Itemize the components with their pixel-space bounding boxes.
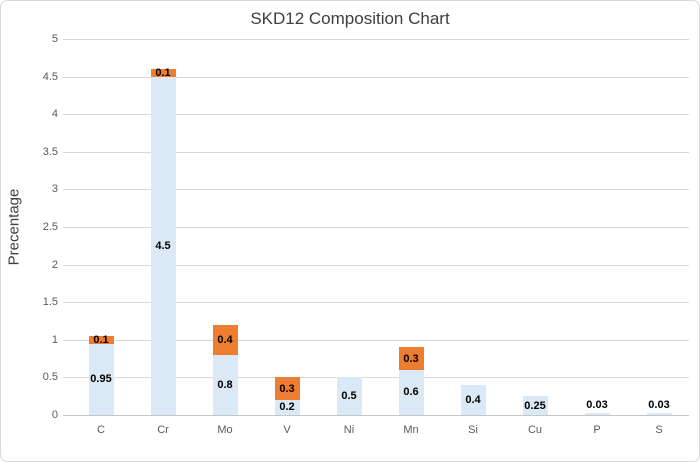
bar-label-series-1-P: 0.03 [586,398,608,411]
gridline [63,39,689,40]
y-tick-label: 5 [51,33,58,45]
x-category-label: Si [468,424,478,436]
bar-segment-series-1-P [584,412,610,415]
y-tick-label: 3 [51,183,58,196]
x-category-label: C [97,424,105,436]
bar-label-series-2-Mo: 0.4 [217,333,233,346]
chart-title: SKD12 Composition Chart [250,9,450,28]
bar-label-series-1-C: 0.95 [90,373,112,386]
bar-segment-series-1-Mn [398,369,424,415]
gridline [63,114,689,116]
x-category-label: P [593,424,601,436]
gridline [63,302,689,304]
bar-segment-series-2-V [274,377,300,400]
y-tick-label: 0.5 [42,371,58,384]
y-tick-label: 4 [51,108,58,121]
gridline [63,76,689,78]
gridline [63,189,689,191]
bar-segment-series-1-S [646,412,672,415]
bar-label-series-1-Cr: 4.5 [155,239,171,252]
bar-segment-series-1-Ni [336,377,362,415]
bar-label-series-1-Si: 0.4 [465,393,481,406]
x-category-label: S [655,424,663,436]
x-category-label: Mn [403,424,419,436]
y-tick-label: 0 [51,409,58,421]
bar-label-series-1-Mn: 0.6 [403,386,419,399]
x-category-label: Cu [527,424,543,436]
x-axis-line [63,415,689,416]
y-tick-label: 4.5 [42,70,58,83]
bar-label-series-2-C: 0.1 [93,333,109,346]
bar-segment-series-1-Mo [212,354,238,415]
bar-label-series-2-Cr: 0.1 [155,66,171,79]
gridline [63,264,689,266]
x-category-label: Cr [157,424,169,436]
bar-segment-series-1-Cu [522,396,548,415]
bar-label-series-1-Cu: 0.25 [524,399,546,412]
bar-label-series-1-Mo: 0.8 [217,378,233,391]
y-tick-label: 3.5 [42,145,58,158]
bar-segment-series-1-Si [460,384,486,415]
gridline [63,339,689,341]
gridline [63,377,689,379]
bar-label-series-2-Mn: 0.3 [403,352,419,365]
bar-label-series-1-S: 0.03 [648,398,670,411]
y-tick-label: 1.5 [42,296,58,309]
x-category-label: V [283,424,291,436]
bar-segment-series-2-Cr [150,69,176,77]
bar-segment-series-1-V [274,399,300,415]
bar-segment-series-1-C [88,343,114,415]
bar-label-series-1-Ni: 0.5 [341,390,357,403]
bar-segment-series-2-Mo [212,324,238,355]
x-category-label: Ni [343,424,355,436]
y-tick-label: 1 [51,333,58,346]
y-tick-label: 2.5 [42,221,58,233]
bar-label-series-2-V: 0.3 [279,382,295,395]
bar-segment-series-2-Mn [398,347,424,370]
y-tick-label: 2 [51,258,58,271]
bar-segment-series-1-Cr [150,76,176,415]
x-category-label: Mo [217,424,233,436]
gridline [63,151,689,153]
bar-segment-series-2-C [88,336,114,344]
bar-label-series-1-V: 0.2 [279,401,295,414]
gridline [63,227,689,228]
